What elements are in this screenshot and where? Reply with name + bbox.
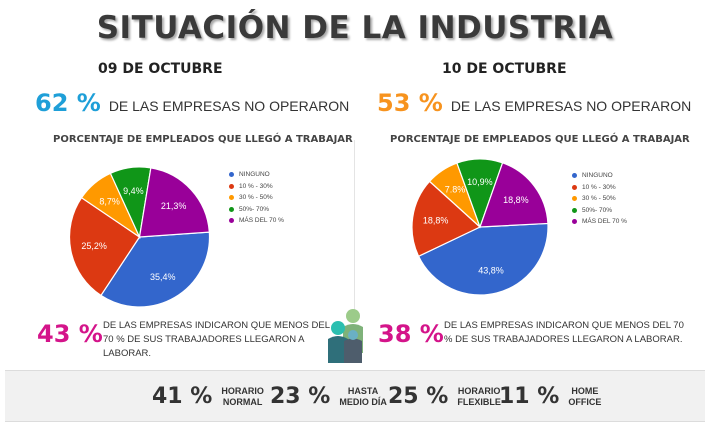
panel-oct-09: 09 DE OCTUBRE 62 % DE LAS EMPRESAS NO OP… [0, 0, 355, 370]
slice-label: 25,2% [81, 241, 107, 251]
pie-chart-oct-09: 35,4% 25,2% 8,7%9,4% 21,3% [68, 166, 211, 308]
chart-legend: NINGUNO 10 % - 30% 30 % - 50% 50%- 70% MÁS D… [229, 169, 284, 227]
legend-label: NINGUNO [239, 171, 270, 179]
legend-label: 10 % - 30% [582, 183, 616, 191]
legend-swatch [572, 207, 577, 213]
not-operating-stat: 62 % DE LAS EMPRESAS NO OPERARON [35, 89, 349, 117]
schedule-normal: 41 % HORARIO NORMAL [152, 384, 264, 409]
legend-swatch [229, 183, 234, 189]
slice-label: 18,8% [423, 215, 449, 225]
legend-swatch [229, 195, 234, 201]
schedule-half-day: 23 % HASTA MEDIO DÍA [270, 384, 387, 409]
slice-label: 7.8% [445, 185, 466, 195]
panel-oct-10: 10 DE OCTUBRE 53 % DE LAS EMPRESAS NO OP… [355, 0, 710, 370]
legend-swatch [229, 172, 234, 178]
chart-title: PORCENTAJE DE EMPLEADOS QUE LLEGÓ A TRAB… [390, 134, 690, 145]
slice-label: 21,3% [161, 201, 187, 211]
panel-divider [354, 140, 355, 310]
pie-slice [479, 162, 549, 228]
chart-title: PORCENTAJE DE EMPLEADOS QUE LLEGÓ A TRAB… [53, 134, 353, 145]
pie-slice [411, 180, 482, 258]
not-operating-percent: 53 % [377, 89, 443, 117]
not-operating-text: DE LAS EMPRESAS NO OPERARON [450, 98, 692, 114]
under-70-text: DE LAS EMPRESAS INDICARON QUE MENOS DEL … [444, 320, 684, 345]
schedule-flexible: 25 % HORARIO FLEXIBLE [388, 384, 501, 409]
schedule-home-office: 11 % HOME OFFICE [499, 384, 601, 409]
schedule-percent: 25 % [388, 384, 449, 409]
legend-item: 10 % - 30% [572, 182, 627, 194]
schedule-label: HORARIO FLEXIBLE [457, 385, 501, 407]
pie-slice [100, 231, 211, 308]
schedule-label: HASTA MEDIO DÍA [339, 385, 387, 407]
legend-label: MÁS DEL 70 % [239, 217, 284, 225]
slice-label: 8,7% [99, 197, 120, 207]
pie-chart-oct-10: 43,8% 18,8% 7.8%10,9% 18,8% [411, 158, 549, 296]
under-70-percent: 38 % [378, 320, 444, 348]
chart-legend: NINGUNO 10 % - 30% 30 % - 50% 50%- 70% MÁS D… [572, 170, 627, 228]
legend-item: 30 % - 50% [229, 192, 284, 204]
pie-slice [138, 167, 210, 238]
pie-slice [68, 196, 141, 297]
schedule-label: HOME OFFICE [568, 385, 602, 407]
legend-swatch [572, 173, 577, 179]
legend-item: 50%- 70% [572, 205, 627, 217]
legend-item: 10 % - 30% [229, 181, 284, 193]
legend-swatch [572, 184, 577, 190]
under-70-stat: 43 % DE LAS EMPRESAS INDICARON QUE MENOS… [37, 318, 338, 361]
legend-label: 30 % - 50% [239, 194, 273, 202]
page-title: SITUACIÓN DE LA INDUSTRIA [96, 10, 614, 46]
not-operating-stat: 53 % DE LAS EMPRESAS NO OPERARON [377, 89, 691, 117]
schedule-percent: 41 % [152, 384, 213, 409]
work-schedule-bar: 41 % HORARIO NORMAL 23 % HASTA MEDIO DÍA… [5, 370, 705, 422]
legend-item: NINGUNO [572, 170, 627, 182]
date-heading: 10 DE OCTUBRE [442, 61, 567, 77]
legend-label: NINGUNO [582, 172, 613, 180]
not-operating-percent: 62 % [35, 89, 101, 117]
schedule-label: HORARIO NORMAL [221, 385, 264, 407]
under-70-percent: 43 % [37, 320, 103, 348]
slice-label: 10,9% [467, 177, 493, 187]
legend-item: MÁS DEL 70 % [229, 215, 284, 227]
people-icon [328, 309, 363, 363]
date-heading: 09 DE OCTUBRE [98, 61, 223, 77]
legend-item: NINGUNO [229, 169, 284, 181]
slice-label: 18,8% [503, 195, 529, 205]
slice-label: 9,4% [123, 186, 144, 196]
legend-label: MÁS DEL 70 % [582, 218, 627, 226]
under-70-text: DE LAS EMPRESAS INDICARON QUE MENOS DEL … [103, 320, 330, 359]
legend-label: 30 % - 50% [582, 195, 616, 203]
under-70-stat: 38 % DE LAS EMPRESAS INDICARON QUE MENOS… [378, 318, 689, 350]
legend-swatch [572, 196, 577, 202]
slice-label: 35,4% [150, 272, 176, 282]
not-operating-text: DE LAS EMPRESAS NO OPERARON [108, 98, 350, 114]
legend-item: MÁS DEL 70 % [572, 216, 627, 228]
legend-swatch [572, 219, 577, 225]
legend-label: 10 % - 30% [239, 182, 273, 190]
legend-label: 50%- 70% [239, 205, 269, 213]
legend-item: 30 % - 50% [572, 193, 627, 205]
schedule-percent: 11 % [499, 384, 560, 409]
legend-item: 50%- 70% [229, 204, 284, 216]
legend-label: 50%- 70% [582, 206, 612, 214]
slice-label: 43,8% [478, 266, 504, 276]
schedule-percent: 23 % [270, 384, 331, 409]
legend-swatch [229, 206, 234, 212]
legend-swatch [229, 218, 234, 224]
